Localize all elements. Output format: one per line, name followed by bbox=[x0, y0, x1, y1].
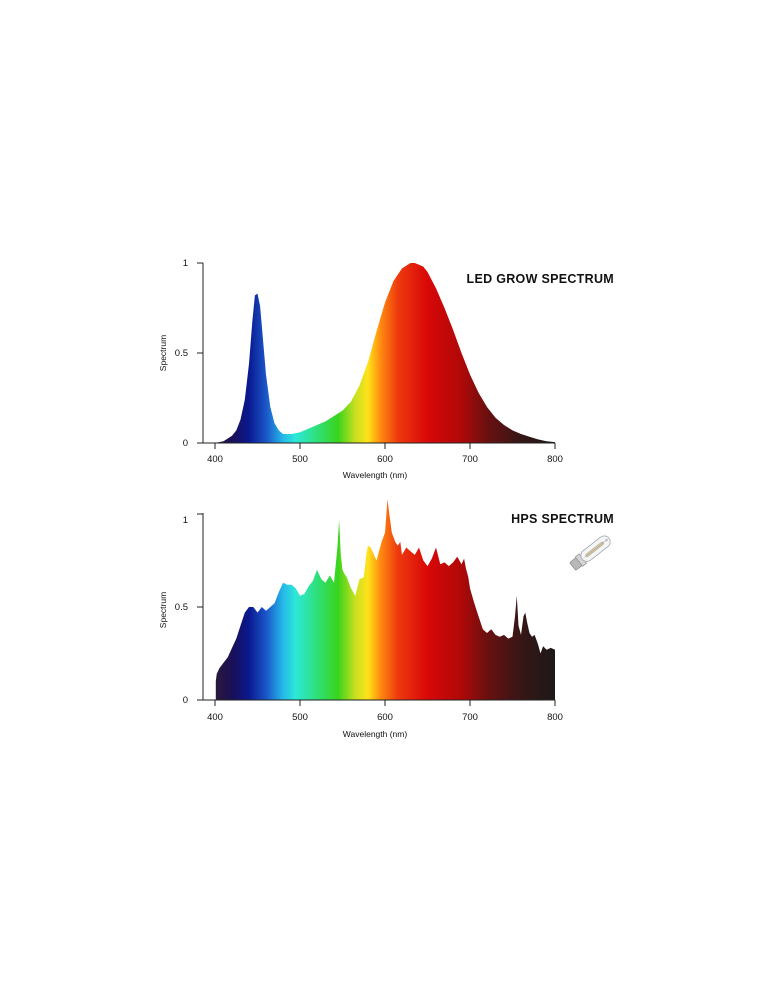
hps-xtick-label-0: 400 bbox=[207, 712, 223, 723]
led-spectrum-chart: 0 0.5 1 400 500 600 700 800 Wavelength (… bbox=[158, 258, 614, 480]
hps-y-axis-title: Spectrum bbox=[158, 592, 168, 628]
hps-ytick-label-0: 0 bbox=[183, 695, 188, 706]
hps-xtick-label-3: 700 bbox=[462, 712, 478, 723]
hps-chart-title: HPS SPECTRUM bbox=[511, 512, 614, 526]
led-ytick-label-0: 0 bbox=[183, 438, 188, 449]
led-ytick-label-2: 1 bbox=[183, 258, 188, 269]
led-ytick-label-1: 0.5 bbox=[175, 348, 188, 359]
hps-ytick-label-1: 0.5 bbox=[175, 602, 188, 613]
hps-spectrum-area bbox=[215, 499, 556, 700]
hps-ytick-label-2: 1 bbox=[183, 515, 188, 526]
hps-spectrum-chart: 0 0.5 1 400 500 600 700 800 Wavelength (… bbox=[158, 499, 614, 739]
hps-x-axis-title: Wavelength (nm) bbox=[343, 729, 408, 739]
hps-xtick-label-1: 500 bbox=[292, 712, 308, 723]
hps-xtick-label-2: 600 bbox=[377, 712, 393, 723]
led-x-axis-title: Wavelength (nm) bbox=[343, 470, 408, 480]
led-xtick-label-1: 500 bbox=[292, 454, 308, 465]
led-chart-title: LED GROW SPECTRUM bbox=[467, 272, 614, 286]
led-y-axis-title: Spectrum bbox=[158, 335, 168, 371]
led-spectrum-area bbox=[215, 263, 555, 443]
hps-bulb-icon bbox=[569, 535, 611, 571]
hps-xtick-label-4: 800 bbox=[547, 712, 563, 723]
led-xtick-label-2: 600 bbox=[377, 454, 393, 465]
led-xtick-label-3: 700 bbox=[462, 454, 478, 465]
led-xtick-label-0: 400 bbox=[207, 454, 223, 465]
led-xtick-label-4: 800 bbox=[547, 454, 563, 465]
